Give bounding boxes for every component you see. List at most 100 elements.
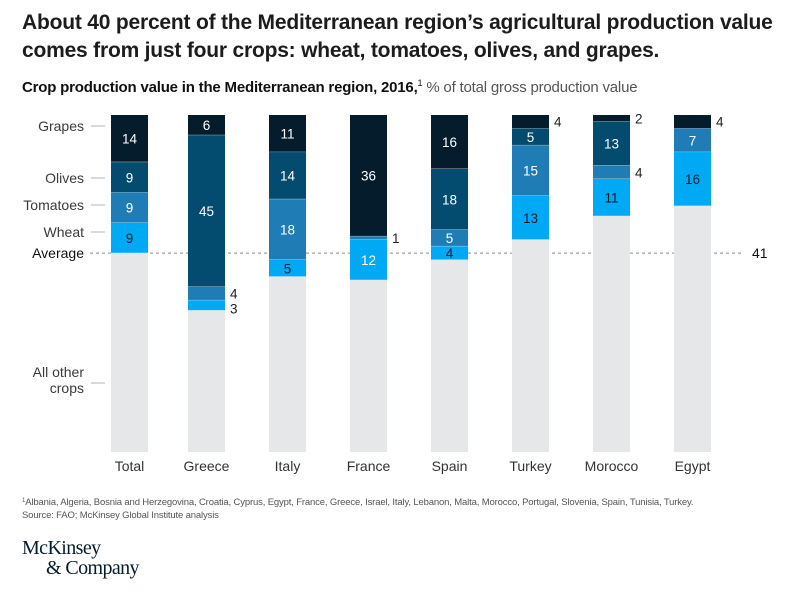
legend-label-olives: Olives	[45, 170, 84, 186]
bar-segment-morocco-grapes	[593, 115, 630, 122]
data-label-morocco-wheat: 11	[604, 191, 618, 206]
bar-segment-turkey-wheat	[512, 195, 549, 240]
bar-segment-france-wheat	[350, 239, 387, 281]
data-label-morocco-olives: 13	[604, 137, 619, 152]
bar-segment-spain-wheat	[431, 246, 468, 260]
bar-segment-total-all-other-crops	[111, 253, 148, 452]
bar-segment-total-grapes	[111, 115, 148, 163]
category-label-italy: Italy	[275, 458, 301, 474]
data-label-france-grapes: 36	[361, 169, 376, 184]
footnote-text: Albania, Algeria, Bosnia and Herzegovina…	[25, 497, 694, 508]
data-label-italy-wheat: 5	[284, 261, 292, 276]
data-label-egypt-tomatoes: 7	[689, 133, 697, 148]
logo-line-2: & Company	[46, 557, 140, 579]
bars-group	[111, 115, 711, 452]
footnote: 1Albania, Algeria, Bosnia and Herzegovin…	[22, 496, 694, 509]
data-label-total-tomatoes: 9	[126, 201, 134, 216]
bar-segment-france-grapes	[350, 115, 387, 237]
bar-segment-total-wheat	[111, 222, 148, 254]
data-label-italy-olives: 14	[280, 169, 296, 184]
footnote-marker: 1	[417, 78, 423, 88]
bar-segment-italy-tomatoes	[269, 199, 306, 260]
footnote-number: 1	[22, 498, 26, 504]
mckinsey-logo: McKinsey & Company	[22, 537, 140, 579]
chart-headline: About 40 percent of the Mediterranean re…	[22, 11, 773, 62]
bar-segment-italy-all-other-crops	[269, 276, 306, 452]
bar-segment-turkey-all-other-crops	[512, 239, 549, 452]
bar-segment-morocco-wheat	[593, 179, 630, 217]
data-label-turkey-grapes: 4	[554, 115, 562, 130]
subtitle-main: Crop production value in the Mediterrane…	[22, 79, 418, 96]
stacked-bar-chart: 1499964543111418536112161854451513213411…	[23, 111, 767, 474]
logo-line-1: McKinsey	[22, 537, 101, 559]
category-label-morocco: Morocco	[585, 458, 639, 474]
bar-segment-morocco-all-other-crops	[593, 216, 630, 452]
bar-segment-italy-grapes	[269, 115, 306, 153]
bar-segment-spain-all-other-crops	[431, 259, 468, 452]
average-label: Average	[32, 245, 84, 261]
category-label-greece: Greece	[184, 458, 230, 474]
category-label-france: France	[347, 458, 391, 474]
data-label-turkey-tomatoes: 15	[523, 164, 538, 179]
legend-label-wheat: Wheat	[44, 224, 85, 240]
bar-segment-morocco-olives	[593, 121, 630, 166]
bar-segment-france-tomatoes	[350, 236, 387, 240]
bar-segment-italy-wheat	[269, 259, 306, 277]
bar-segment-spain-grapes	[431, 115, 468, 169]
data-label-total-olives: 9	[126, 170, 134, 185]
data-label-greece-tomatoes: 4	[230, 287, 238, 302]
legend-label-grapes: Grapes	[38, 118, 84, 134]
bar-segment-egypt-grapes	[674, 115, 711, 129]
data-label-greece-olives: 45	[199, 204, 214, 219]
data-label-greece-grapes: 6	[203, 118, 211, 133]
source-note: Source: FAO; McKinsey Global Institute a…	[22, 510, 219, 521]
bar-segment-total-tomatoes	[111, 192, 148, 223]
bar-segment-turkey-grapes	[512, 115, 549, 129]
bar-segment-spain-olives	[431, 168, 468, 230]
data-label-total-grapes: 14	[122, 132, 138, 147]
data-label-greece-wheat: 3	[230, 302, 238, 317]
data-label-turkey-wheat: 13	[523, 211, 538, 226]
data-labels-group: 1499964543111418536112161854451513213411…	[122, 111, 724, 316]
bar-segment-greece-wheat	[188, 300, 225, 311]
data-label-total-wheat: 9	[126, 231, 134, 246]
bar-segment-france-all-other-crops	[350, 280, 387, 452]
data-label-spain-grapes: 16	[442, 135, 457, 150]
data-label-spain-wheat: 4	[446, 246, 454, 261]
subtitle-unit: % of total gross production value	[422, 79, 638, 96]
average-value-label: 41	[752, 245, 768, 261]
bar-segment-greece-olives	[188, 135, 225, 287]
bar-segment-greece-all-other-crops	[188, 310, 225, 452]
data-label-france-tomatoes: 1	[392, 231, 400, 246]
legend-label-tomatoes: Tomatoes	[23, 197, 84, 213]
bar-segment-egypt-wheat	[674, 152, 711, 206]
data-label-spain-olives: 18	[442, 192, 457, 207]
bar-segment-greece-grapes	[188, 115, 225, 136]
data-label-egypt-wheat: 16	[685, 172, 700, 187]
bar-segment-egypt-tomatoes	[674, 128, 711, 153]
data-label-france-wheat: 12	[361, 253, 376, 268]
bar-segment-greece-tomatoes	[188, 286, 225, 301]
bar-segment-total-olives	[111, 162, 148, 193]
data-label-italy-tomatoes: 18	[280, 223, 295, 238]
data-label-morocco-grapes: 2	[635, 111, 643, 126]
data-label-spain-tomatoes: 5	[446, 231, 454, 246]
data-label-morocco-tomatoes: 4	[635, 165, 643, 180]
chart-subtitle: Crop production value in the Mediterrane…	[22, 78, 638, 98]
category-label-egypt: Egypt	[675, 458, 711, 474]
bar-segment-turkey-olives	[512, 128, 549, 146]
category-label-total: Total	[115, 458, 145, 474]
data-label-turkey-olives: 5	[527, 130, 535, 145]
bar-segment-morocco-tomatoes	[593, 165, 630, 180]
bar-segment-spain-tomatoes	[431, 229, 468, 247]
legend-label-all-other-crops: All other	[33, 364, 85, 380]
bar-segment-italy-olives	[269, 152, 306, 200]
bar-segment-egypt-all-other-crops	[674, 205, 711, 452]
category-label-turkey: Turkey	[509, 458, 551, 474]
data-label-italy-grapes: 11	[280, 127, 294, 142]
bar-segment-turkey-tomatoes	[512, 145, 549, 196]
data-label-egypt-grapes: 4	[716, 115, 724, 130]
legend-label-all-other-crops: crops	[50, 380, 84, 396]
